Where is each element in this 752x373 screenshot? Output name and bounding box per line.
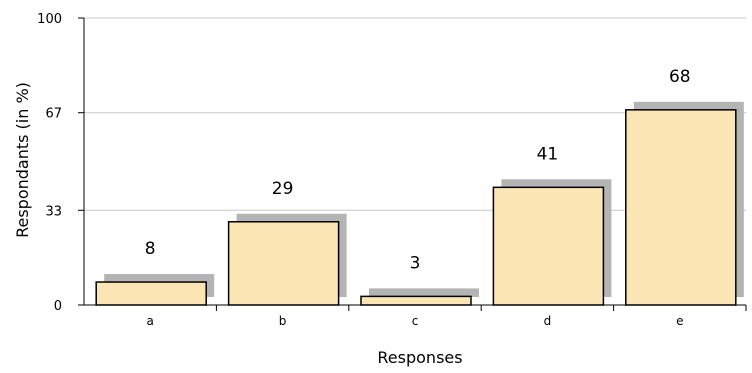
bar-e: [625, 109, 737, 306]
x-axis-title: Responses: [377, 348, 462, 367]
bar-b: [227, 221, 340, 306]
bar-a: [95, 281, 207, 306]
y-tick-label: 33: [45, 204, 62, 219]
data-label-b: 29: [272, 179, 294, 199]
y-axis-title: Respondants (in %): [13, 82, 32, 238]
data-labels: 8 29 3 41 68: [145, 67, 691, 274]
bars: [95, 101, 744, 306]
y-tick-label: 67: [45, 107, 62, 122]
bar-d: [492, 186, 605, 306]
bar-shadow-c: [369, 288, 479, 297]
x-tick-label-e: e: [676, 314, 683, 328]
axes: [78, 17, 747, 311]
x-tick-label-d: d: [544, 314, 552, 328]
data-label-a: 8: [145, 239, 156, 259]
data-label-d: 41: [537, 144, 559, 164]
y-tick-label: 100: [37, 12, 62, 27]
bar-c: [360, 295, 472, 306]
x-tick-label-a: a: [147, 314, 154, 328]
x-tick-labels: a b c d e: [147, 314, 684, 328]
data-label-e: 68: [669, 67, 691, 87]
x-tick-label-b: b: [279, 314, 287, 328]
y-tick-label: 0: [54, 299, 62, 314]
data-label-c: 3: [410, 253, 421, 273]
y-tick-labels: 0 33 67 100: [37, 12, 62, 314]
x-tick-label-c: c: [412, 314, 419, 328]
